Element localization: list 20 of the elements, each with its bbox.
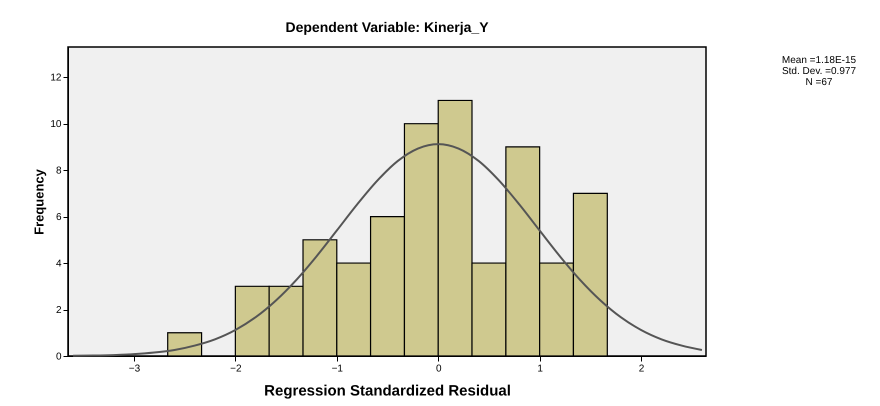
- y-tick-label: 12: [50, 72, 62, 84]
- line-series: [72, 143, 703, 357]
- y-tick-label: 0: [56, 352, 62, 362]
- y-tick-label: 8: [56, 166, 62, 177]
- chart-title: Dependent Variable: Kinerja_Y: [285, 19, 490, 35]
- x-tick-label: 0: [436, 364, 442, 374]
- x-tick-label: −2: [230, 364, 242, 374]
- x-tick-label: 1: [537, 364, 544, 374]
- x-axis-title: Regression Standardized Residual: [264, 382, 511, 400]
- y-axis-title: Frequency: [31, 168, 46, 235]
- y-tick-label: 4: [56, 258, 62, 270]
- y-tick-label: 6: [56, 212, 62, 224]
- text: Mean =1.18E-15: [782, 55, 857, 66]
- y-tick-label: 2: [56, 305, 62, 316]
- x-tick-label: 2: [638, 364, 645, 374]
- text: Std. Dev. =0.977: [782, 66, 856, 77]
- x-tick-label: −1: [332, 364, 344, 374]
- x-tick-label: −3: [128, 364, 141, 374]
- text: N =67: [806, 77, 833, 88]
- y-tick-label: 10: [50, 119, 62, 130]
